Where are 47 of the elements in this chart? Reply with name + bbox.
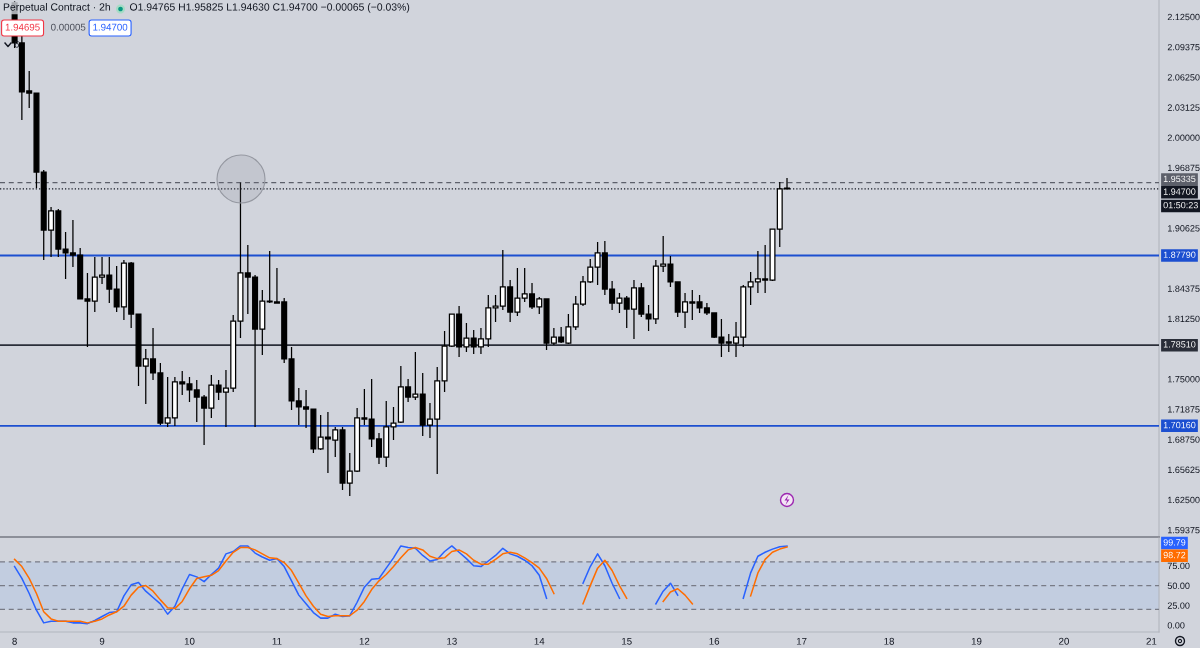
- x-tick-label: 21: [1146, 637, 1157, 645]
- y-tick-label: 2.00000: [1167, 134, 1200, 141]
- y-tick-label: 1.90625: [1168, 225, 1200, 232]
- annotation: 0.00005: [51, 23, 86, 31]
- x-tick-label: 12: [359, 637, 370, 645]
- y-tick-label: 2.03125: [1167, 104, 1200, 111]
- text: 01:50:23: [1163, 201, 1198, 209]
- x-tick-label: 20: [1059, 637, 1069, 645]
- y-tick-label: 25.00: [1167, 602, 1190, 609]
- y-tick-label: 75.00: [1167, 562, 1190, 570]
- y-tick-label: 1.81250: [1168, 315, 1200, 323]
- y-tick-label: 1.68750: [1168, 436, 1200, 443]
- y-tick-label: 2.09375: [1167, 43, 1200, 51]
- x-tick-label: 18: [884, 637, 895, 645]
- annotation: O1.94765 H1.95825 L1.94630 C1.94700 −0.00065 (−0.03%): [129, 3, 410, 13]
- ref-line-label: 1.78510: [1163, 341, 1196, 348]
- y-tick-label: 1.71875: [1168, 406, 1200, 413]
- annotation: 6: [14, 40, 19, 48]
- x-tick-label: 11: [272, 637, 282, 645]
- y-tick-label: 2.12500: [1167, 13, 1200, 21]
- x-tick-label: 19: [971, 637, 982, 645]
- x-tick-label: 8: [12, 637, 17, 645]
- ref-line-label: 1.70160: [1163, 421, 1196, 429]
- y-tick-label: 1.96875: [1168, 164, 1200, 172]
- y-tick-label: 1.59375: [1168, 526, 1200, 534]
- y-tick-label: 1.75000: [1168, 376, 1200, 383]
- y-tick-label: 1.65625: [1168, 466, 1200, 473]
- annotation: 1.94700: [93, 23, 128, 31]
- x-tick-label: 13: [447, 637, 457, 645]
- ref-line-label: 1.87790: [1163, 251, 1196, 258]
- y-tick-label: 2.06250: [1167, 74, 1200, 81]
- x-tick-label: 9: [99, 637, 105, 645]
- annotation: 1.94695: [5, 23, 40, 31]
- chart-title: Perpetual Contract · 2h: [3, 3, 111, 13]
- x-tick-label: 14: [534, 637, 545, 645]
- y-tick-label: 50.00: [1167, 582, 1190, 589]
- y-tick-label: 1.62500: [1168, 496, 1200, 504]
- y-tick-label: 0.00: [1167, 622, 1185, 629]
- text: 98.72: [1163, 551, 1186, 559]
- x-tick-label: 10: [184, 637, 195, 645]
- ref-line-label: 1.94700: [1163, 188, 1196, 195]
- ref-line-label: 1.95335: [1163, 175, 1196, 183]
- text: 99.79: [1163, 539, 1186, 546]
- x-tick-label: 15: [622, 637, 632, 645]
- y-tick-label: 1.84375: [1168, 285, 1200, 292]
- x-tick-label: 17: [796, 637, 807, 645]
- x-tick-label: 16: [709, 637, 720, 645]
